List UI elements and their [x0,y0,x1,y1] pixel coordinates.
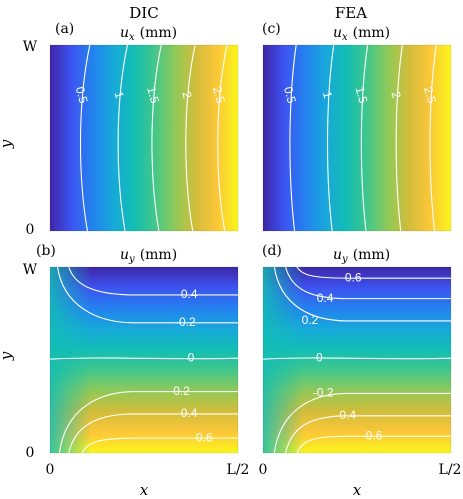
y-tick-bottom-b: 0 [26,445,35,461]
contour-line [395,44,403,232]
contour-line [360,44,369,232]
panel-title: uy (mm) [120,247,177,265]
panel-title: ux (mm) [120,25,177,43]
y-tick-top-b: W [23,262,38,278]
contour-label: 0.5 [73,85,91,105]
contour-label: 2.5 [421,85,439,105]
contour-label: 0.6 [196,430,213,444]
panel-title: uy (mm) [333,247,390,265]
contour-label: 0.4 [317,291,334,305]
contour-label: 0.4 [181,406,198,420]
contour-line [273,266,451,322]
contour-label: 0.5 [281,85,299,105]
x-tick-end-d: L/2 [439,462,462,478]
contour-label: 2.5 [210,85,228,105]
panel-label: (a) [55,21,74,37]
panel-b-dic-uy: -0.4 -0.2 0 0.2 0.4 0.6 uy (mm) (b) [36,243,239,454]
x-axis-label-left: x [140,481,149,499]
contour-label: -0.4 [335,408,356,422]
heatmap-edge [50,267,238,453]
contour-line [217,44,228,232]
column-title-dic: DIC [129,4,158,22]
contour-label: 2 [389,90,404,100]
x-tick-start-d: 0 [259,462,268,478]
contour-label: -0.2 [175,315,196,329]
y-tick-bottom-a: 0 [26,222,35,238]
contour-line [429,44,437,232]
contour-line [151,44,162,232]
contour-label: 0.2 [302,313,319,327]
contour-label: 1.5 [144,85,162,105]
contour-line [79,44,91,232]
y-axis-label-bottom: y [0,351,15,361]
axes-frame [49,44,239,232]
contour-line [117,44,128,232]
panel-a-dic-ux: 0.5 1 1.5 2 2.5 ux (mm) (a) [49,21,239,232]
y-axis-label-top: y [0,139,15,149]
contour-line [81,437,238,454]
contour-label: 1.5 [352,85,370,105]
panel-title: ux (mm) [333,25,390,43]
contour-label: 0 [316,350,323,364]
heatmap-edge [263,267,451,453]
panel-d-fea-uy: 0.6 0.4 0.2 0 -0.2-0.4 -0.6 uy (mm) (d) [262,243,452,454]
contour-line [49,357,239,360]
contour-label: 0.2 [173,384,190,398]
heatmap-field [50,45,238,231]
contour-label: -0.4 [177,287,198,301]
contour-label: -0.2 [313,386,334,400]
contour-label: 1 [320,90,335,100]
contour-label: 0 [188,350,195,364]
panel-label: (d) [262,243,282,259]
contour-line [68,266,238,296]
x-tick-end-b: L/2 [227,462,250,478]
contour-label: 2 [179,90,194,100]
contour-line [56,266,238,324]
column-title-fea: FEA [335,4,367,22]
contour-line [285,266,451,300]
axes-frame [262,44,452,232]
axes-frame [49,266,239,454]
axes-frame [262,266,452,454]
contour-label: -0.6 [362,428,383,442]
panel-label: (c) [262,21,281,37]
y-tick-top-a: W [23,39,38,55]
contour-line [273,392,451,454]
contour-line [289,44,297,232]
contour-line [68,413,238,454]
contour-label: 1 [112,90,127,100]
x-tick-start-b: 0 [46,462,55,478]
contour-line [185,44,196,232]
panel-label: (b) [36,243,56,259]
contour-line [296,266,451,279]
contour-line [296,435,451,454]
contour-line [285,415,451,454]
heatmap-field [263,45,451,231]
panel-c-fea-ux: 0.5 1 1.5 2 2.5 ux (mm) (c) [262,21,452,232]
contour-line [58,391,238,454]
contour-line [326,44,335,232]
x-axis-label-right: x [353,481,362,499]
contour-line [262,357,452,360]
contour-label: 0.6 [345,270,362,284]
